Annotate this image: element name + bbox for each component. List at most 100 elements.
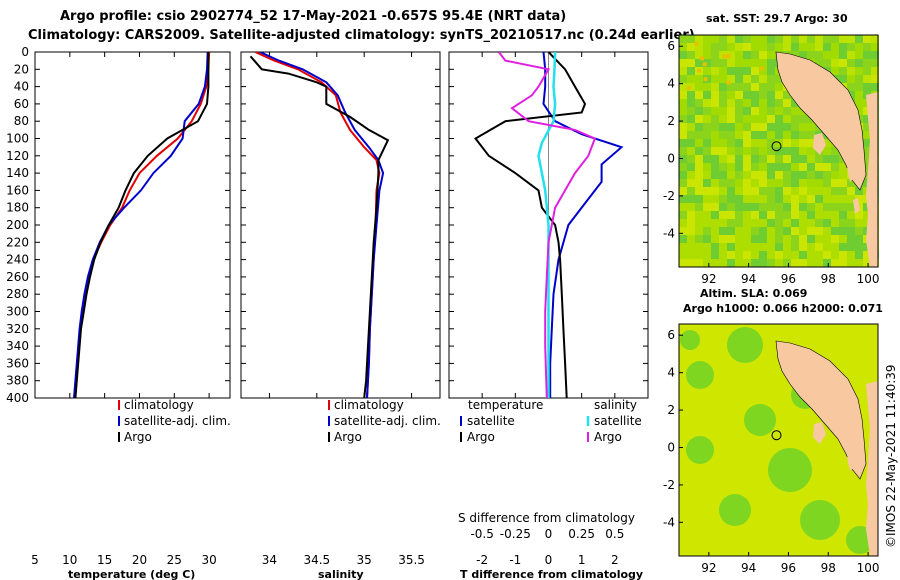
sst-cell (863, 147, 871, 155)
s-diff-tick-label: 0 (545, 527, 553, 541)
sst-cell (871, 83, 879, 91)
sst-cell (799, 219, 807, 227)
sst-cell (711, 227, 719, 235)
sst-cell (767, 115, 775, 123)
map-x-tick-label: 96 (781, 272, 796, 286)
sst-cell (735, 147, 743, 155)
sst-cell (855, 227, 863, 235)
sst-cell (823, 227, 831, 235)
depth-tick-label: 0 (21, 45, 29, 59)
sst-cell (751, 107, 759, 115)
sst-cell (743, 35, 751, 43)
sst-cell (799, 43, 807, 51)
sla-map-ticks: 92 94 96 98 100 6 4 2 0 -2 -4 (663, 328, 879, 575)
sst-cell (807, 131, 815, 139)
sst-cell (767, 235, 775, 243)
sst-cell (799, 251, 807, 259)
sst-cell (775, 147, 783, 155)
sst-cell (719, 163, 727, 171)
sst-cell (831, 211, 839, 219)
sst-cell (751, 123, 759, 131)
depth-axis-ticks: 0 20 40 60 80 100 120 140 160 180 200 220 240 260 280 3… (6, 45, 648, 405)
sst-cell (703, 139, 711, 147)
legend-label-temp-satellite: satellite (467, 414, 515, 428)
salinity-climatology-line (254, 52, 381, 398)
sst-cell (775, 163, 783, 171)
sst-cell (807, 35, 815, 43)
sst-cell (743, 227, 751, 235)
sst-cell (783, 99, 791, 107)
sst-cell (855, 251, 863, 259)
sst-cell (831, 171, 839, 179)
sst-cell (743, 83, 751, 91)
sst-cell (855, 187, 863, 195)
depth-tick-label: 380 (6, 374, 29, 388)
land-east (866, 92, 878, 267)
sst-cell (783, 179, 791, 187)
sst-cell (687, 155, 695, 163)
depth-tick-label: 140 (6, 166, 29, 180)
sst-cell (767, 123, 775, 131)
sla-blob (727, 327, 763, 363)
map-x-tick-label: 96 (781, 561, 796, 575)
sst-cell (687, 187, 695, 195)
sst-cell (791, 171, 799, 179)
x-tick-label: 34 (262, 553, 277, 567)
sst-cell (775, 219, 783, 227)
sst-cell (807, 195, 815, 203)
x-tick-label: 0 (545, 553, 553, 567)
sst-cell (735, 75, 743, 83)
sst-cell (743, 91, 751, 99)
sst-cell (703, 123, 711, 131)
sst-cell (791, 99, 799, 107)
depth-tick-label: 40 (14, 80, 29, 94)
sst-cell (751, 243, 759, 251)
sst-cell (735, 163, 743, 171)
sst-cell (695, 219, 703, 227)
sst-cell (695, 251, 703, 259)
sst-cell (823, 59, 831, 67)
sst-cell (719, 67, 727, 75)
sst-cell (711, 123, 719, 131)
map-y-tick-label: 0 (667, 440, 675, 454)
sst-cell (711, 179, 719, 187)
sst-cell (751, 235, 759, 243)
map-x-tick-label: 98 (821, 561, 836, 575)
sst-cell (751, 203, 759, 211)
sst-cell (735, 259, 743, 267)
sst-cell (719, 147, 727, 155)
sst-cell (847, 67, 855, 75)
sst-cell (687, 123, 695, 131)
sst-cell (711, 259, 719, 267)
sst-cell (751, 139, 759, 147)
sst-cell (783, 35, 791, 43)
sst-cell (767, 107, 775, 115)
sst-cell (679, 139, 687, 147)
sst-cell (855, 235, 863, 243)
sst-cell (847, 211, 855, 219)
sst-cell (751, 251, 759, 259)
sst-cell (751, 59, 759, 67)
temperature-climatology-line (73, 52, 211, 398)
sst-cell (831, 179, 839, 187)
legend-label-argo: Argo (124, 430, 152, 444)
sla-map-frame (678, 323, 879, 557)
sst-cell (759, 35, 767, 43)
sst-cell (783, 43, 791, 51)
sst-cell (815, 235, 823, 243)
sst-cell (727, 179, 735, 187)
sst-cell (679, 195, 687, 203)
sst-cell (711, 51, 719, 59)
sst-cell (759, 179, 767, 187)
sst-cell (767, 243, 775, 251)
sst-cell (783, 139, 791, 147)
sst-cell (711, 147, 719, 155)
sst-cell (863, 67, 871, 75)
sst-cell (815, 211, 823, 219)
sst-cell (863, 171, 871, 179)
sst-cell (815, 251, 823, 259)
sst-cell (775, 75, 783, 83)
sst-cell (727, 203, 735, 211)
salinity-axis-ticks: 34 34.5 35 35.5 (262, 52, 425, 567)
sst-cell (783, 131, 791, 139)
